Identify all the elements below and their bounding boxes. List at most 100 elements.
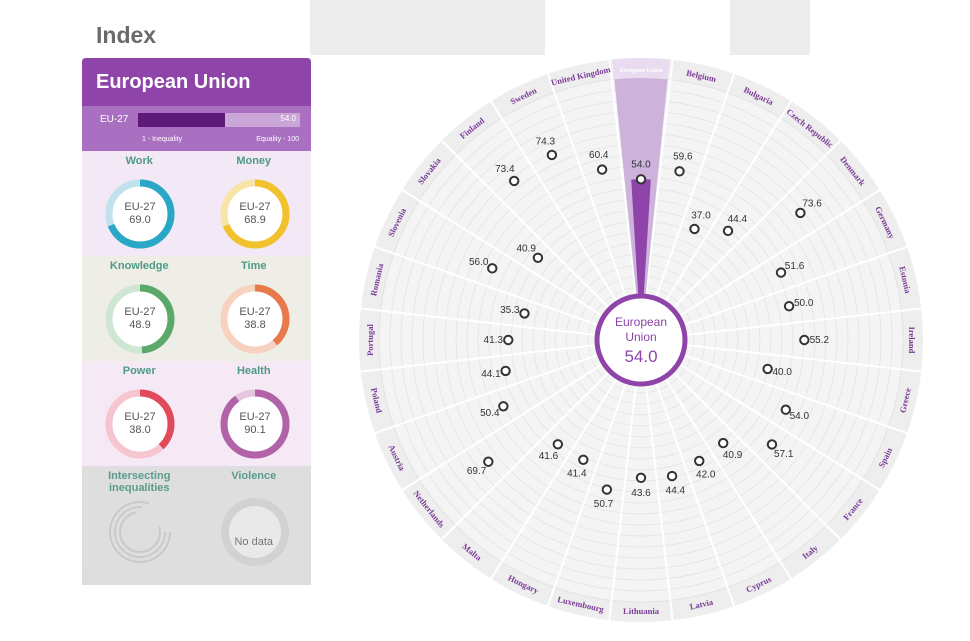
grid-spoke	[684, 343, 922, 373]
intersecting-rings-icon	[109, 501, 171, 563]
grid-spoke	[546, 381, 628, 607]
country-dot	[601, 484, 613, 495]
grid-spoke	[671, 139, 842, 310]
grid-spoke	[490, 376, 619, 580]
eu-bar-value: 54.0	[280, 114, 296, 123]
grid-spoke	[671, 370, 842, 541]
domain-violence[interactable]: Violence No data	[197, 466, 312, 571]
domain-power[interactable]: Power EU-27 38.0	[82, 361, 197, 466]
country-dot	[508, 175, 520, 187]
grid-spoke	[440, 139, 611, 310]
country-european-union[interactable]: European Union 54.0	[612, 57, 670, 297]
intersecting-title: Intersecting inequalities	[108, 470, 171, 494]
grid-spoke	[374, 353, 600, 435]
country-dot	[718, 437, 729, 449]
knowledge-title: Knowledge	[109, 260, 169, 272]
health-title: Health	[236, 365, 271, 377]
time-donut-label: EU-27	[239, 306, 270, 318]
violence-no-data: No data	[234, 536, 274, 548]
grid-spoke	[608, 59, 638, 297]
country-value-label: 50.0	[794, 298, 814, 309]
grid-spoke	[360, 307, 598, 337]
domain-work[interactable]: Work EU-27 69.0	[82, 151, 197, 256]
country-dot	[722, 225, 734, 237]
country-label: Portugal	[365, 324, 375, 356]
country-dot	[483, 456, 494, 467]
country-dot	[503, 334, 514, 346]
country-value-label: 50.7	[594, 499, 614, 510]
country-dot	[546, 149, 558, 161]
domain-row-3: Power EU-27 38.0 Health EU-27 90.1	[82, 361, 311, 466]
grid-spoke	[401, 189, 605, 318]
domain-intersecting-inequalities[interactable]: Intersecting inequalities	[82, 466, 197, 571]
violence-title: Violence	[231, 470, 277, 482]
power-title: Power	[122, 365, 156, 377]
country-dot	[498, 401, 509, 412]
highlight-value-bar	[631, 179, 651, 295]
country-value-label: 60.4	[589, 150, 609, 161]
eu-bar-track: 54.0	[138, 113, 300, 127]
country-dot	[762, 363, 773, 375]
country-lithuania[interactable]: Lithuania 43.6	[623, 472, 660, 616]
time-donut-arc	[220, 284, 289, 354]
country-value-label: 50.4	[480, 408, 500, 419]
time-title: Time	[241, 260, 267, 272]
domain-row-4: Intersecting inequalities Violence No da…	[82, 466, 311, 571]
health-donut-arc	[220, 389, 289, 459]
eu-summary-panel: European Union EU-27 54.0 1 - Inequality…	[82, 58, 311, 585]
country-ireland[interactable]: Ireland 55.2	[799, 327, 917, 354]
domain-time[interactable]: Time EU-27 38.8	[196, 256, 311, 361]
country-value-label: 55.2	[810, 335, 830, 346]
domain-knowledge[interactable]: Knowledge EU-27 48.9	[82, 256, 197, 361]
country-value-label: 54.0	[790, 411, 810, 422]
country-value-label: 44.4	[728, 214, 748, 225]
country-dot	[635, 174, 647, 185]
grid-spoke	[644, 59, 674, 297]
power-donut-arc	[105, 389, 175, 459]
country-portugal[interactable]: Portugal 41.3	[365, 324, 514, 356]
domain-health[interactable]: Health EU-27 90.1	[196, 361, 311, 466]
grid-spoke	[654, 381, 736, 607]
country-dot	[519, 308, 530, 319]
country-dot	[635, 472, 647, 484]
country-label: European Union	[620, 68, 663, 74]
country-dot	[578, 454, 589, 465]
domain-money[interactable]: Money EU-27 68.9	[196, 151, 311, 256]
country-value-label: 51.6	[785, 261, 805, 272]
violence-empty-ring	[220, 498, 289, 566]
grid-spoke	[644, 383, 674, 621]
domain-row-1: Work EU-27 69.0 Money EU-27 68.9	[82, 151, 311, 256]
panel-heading: European Union	[82, 58, 311, 106]
country-dot	[596, 164, 608, 175]
country-label: Lithuania	[623, 606, 660, 616]
grid-spoke	[546, 73, 628, 299]
grid-spoke	[684, 307, 922, 337]
country-value-label: 41.4	[567, 468, 587, 479]
country-dot	[780, 404, 791, 415]
money-donut-value: 68.9	[244, 214, 265, 226]
country-dot	[500, 365, 511, 377]
health-donut-label: EU-27	[239, 411, 270, 423]
grid-spoke	[654, 73, 736, 299]
center-label-line1: European	[615, 315, 667, 329]
country-value-label: 40.9	[516, 243, 536, 254]
eu-bar-min-label: 1 - Inequality	[142, 136, 183, 143]
country-value-label: 54.0	[631, 159, 651, 170]
center-value: 54.0	[624, 347, 657, 366]
grid-spoke	[490, 100, 619, 304]
country-label: Ireland	[907, 327, 917, 354]
background-band-left	[310, 0, 545, 55]
money-title: Money	[236, 155, 272, 167]
money-donut-label: EU-27	[239, 201, 270, 213]
country-value-label: 43.6	[631, 488, 651, 499]
domain-row-2: Knowledge EU-27 48.9 Time EU-27 38.8	[82, 256, 311, 361]
grid-spoke	[440, 370, 611, 541]
knowledge-donut-arc	[105, 284, 175, 354]
eu-bar-max-label: Equality - 100	[256, 136, 299, 143]
work-donut-arc	[105, 179, 175, 249]
power-donut-label: EU-27	[124, 411, 155, 423]
